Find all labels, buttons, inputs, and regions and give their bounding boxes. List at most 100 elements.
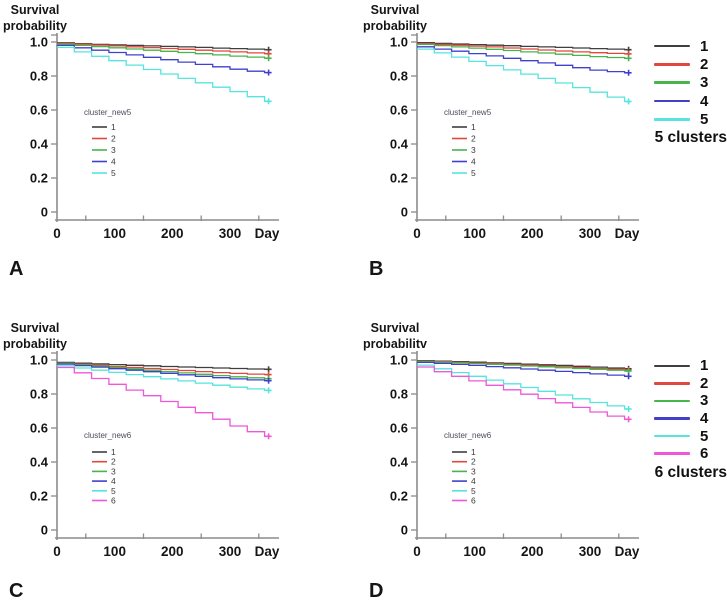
plot-D: 1.0 0.8 0.6 0.4 0.2 00 100 200 300 Day cluster_new… [390,351,640,559]
legend-swatch [654,417,690,420]
series-line-1 [57,361,269,370]
legend-label: 4 [700,410,709,428]
legend-item-2: 2 [648,375,727,393]
legend-label: 3 [700,74,709,92]
side-legend-caption: 6 clusters [654,463,727,481]
censor-mark [625,373,632,380]
y-tick-label: 0.4 [390,137,409,152]
inner-legend-title: cluster_new5 [84,108,132,117]
legend-label: 5 [700,110,709,128]
inner-legend-label: 4 [471,157,476,167]
inner-legend-label: 3 [111,145,116,155]
legend-item-5: 5 [648,110,727,128]
legend-item-3: 3 [648,74,727,92]
legend-label: 3 [700,392,709,410]
series-lines [417,42,632,105]
y-tick-label: 1.0 [390,353,408,368]
censor-mark [265,377,272,384]
x-tick-label: 0 [53,544,61,559]
legend-label: 4 [700,92,709,110]
series-line-3 [417,43,629,59]
y-tick-label: 0 [41,523,48,538]
legend-item-3: 3 [648,392,727,410]
chart-title-line1: Survival [10,321,60,335]
inner-legend-label: 2 [111,457,116,467]
panel-B: Survival probability 1.0 0.8 0.6 0.4 0.2 0 0 10… [360,0,712,284]
legend-swatch [654,452,690,456]
series-line-6 [417,366,629,420]
y-tick-label: 1.0 [30,353,48,368]
inner-legend-label: 6 [471,496,476,506]
legend-item-4: 4 [648,410,727,428]
x-tick-label: 100 [103,226,126,241]
x-axis-label: Day [615,226,640,241]
inner-legend: cluster_new5 1 23 45 [444,108,492,178]
chart-title-C: Survival probability [0,320,70,352]
legend-item-1: 1 [648,357,727,375]
legend-swatch [654,382,690,385]
x-tick-label: 0 [413,544,421,559]
series-line-1 [417,42,629,51]
inner-legend-label: 2 [471,457,476,467]
inner-legend-label: 3 [111,466,116,476]
panel-C: Survival probability 1.0 0.8 0.6 0.4 0.2 0 0 10… [0,318,352,602]
chart-title-line2: probability [3,337,67,351]
inner-legend-label: 4 [111,476,116,486]
inner-legend-title: cluster_new5 [444,108,492,117]
inner-legend-label: 2 [471,134,476,144]
legend-swatch [654,44,690,48]
series-line-4 [417,46,629,74]
axes: 1.0 0.8 0.6 0.4 0.2 00 100 200 300 Day [390,33,640,241]
censor-mark [625,98,632,105]
x-tick-label: 0 [413,226,421,241]
series-line-2 [57,362,269,376]
censor-mark [625,69,632,76]
plot-A: 1.0 0.8 0.6 0.4 0.2 00 100 200 300 Day cluster_new… [30,33,280,241]
y-tick-label: 0.6 [390,421,408,436]
panel-letter-A: A [9,258,24,280]
chart-title-B: Survival probability [360,2,430,34]
y-tick-label: 1.0 [30,35,48,50]
inner-legend-label: 2 [111,134,116,144]
series-lines [417,360,632,423]
series-line-2 [417,42,629,55]
legend-label: 2 [700,374,709,392]
series-lines [57,361,272,440]
plot-C: 1.0 0.8 0.6 0.4 0.2 00 100 200 300 Day cluster_new… [30,351,280,559]
inner-legend-label: 4 [471,476,476,486]
x-axis-label: Day [255,544,280,559]
y-tick-label: 0 [401,523,408,538]
inner-legend-label: 3 [471,145,476,155]
axes: 1.0 0.8 0.6 0.4 0.2 00 100 200 300 Day [390,351,640,559]
censor-mark [625,416,632,423]
chart-title-A: Survival probability [0,2,70,34]
legend-swatch [654,99,690,103]
inner-legend-label: 6 [111,496,116,506]
y-tick-label: 0.2 [390,489,408,504]
panel-letter-D: D [369,580,384,602]
axes: 1.0 0.8 0.6 0.4 0.2 00 100 200 300 Day [30,33,280,241]
legend-swatch [654,118,690,121]
inner-legend-label: 5 [471,486,476,496]
series-lines [57,42,272,105]
censor-mark [265,55,272,62]
chart-title-line1: Survival [370,3,420,17]
x-tick-label: 100 [463,544,486,559]
censor-mark [625,368,632,374]
y-tick-label: 0.8 [390,387,408,402]
legend-label: 5 [700,427,709,445]
x-tick-label: 300 [579,544,602,559]
legend-label: 6 [700,445,709,463]
series-line-4 [417,361,629,377]
chart-title-D: Survival probabilitv [360,320,430,352]
chart-title-line2: probability [363,19,427,33]
chart-title-line1: Survival [370,321,420,335]
y-tick-label: 0.6 [390,103,408,118]
y-tick-label: 0.2 [30,489,48,504]
inner-legend-title: cluster_new6 [84,431,132,440]
series-line-3 [57,43,269,59]
